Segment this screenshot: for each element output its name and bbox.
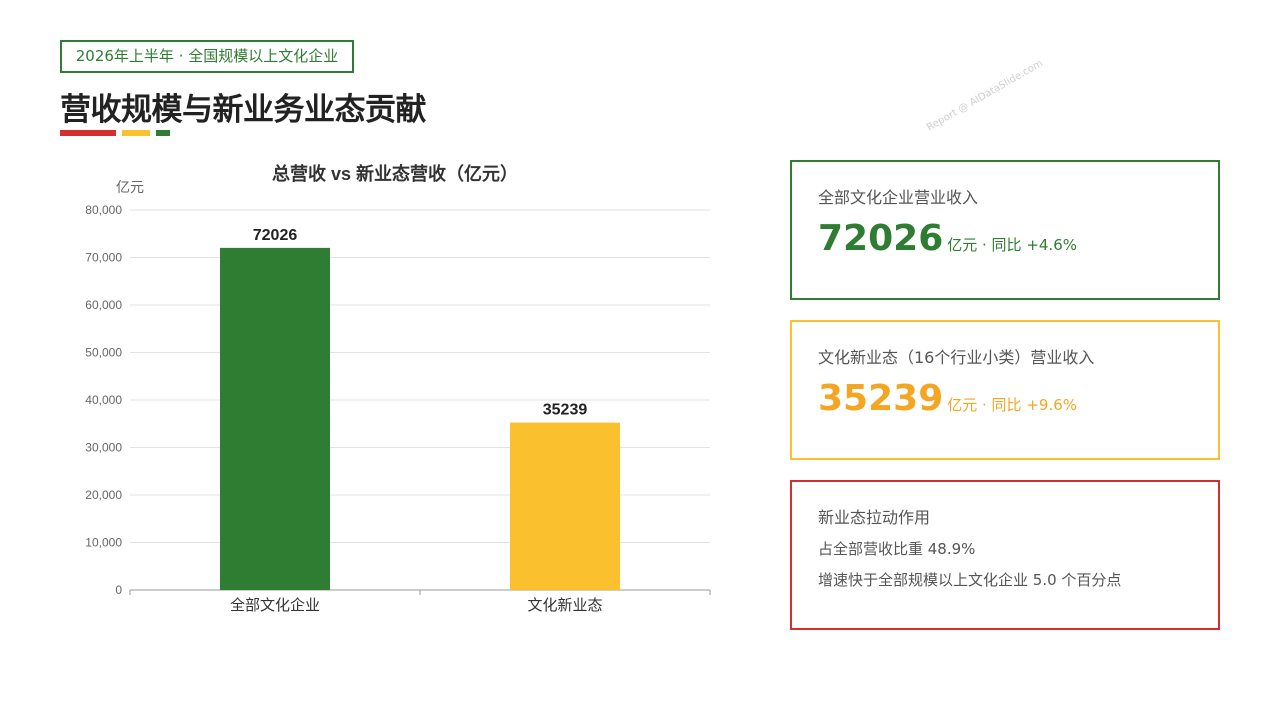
total-revenue-card: 全部文化企业营业收入 72026 亿元 · 同比 +4.6% <box>790 160 1220 300</box>
total-revenue-value: 72026 <box>818 218 944 259</box>
new-format-revenue-unit: 亿元 · 同比 +9.6% <box>947 396 1077 414</box>
new-format-revenue-value: 35239 <box>818 378 944 419</box>
period-tag: 2026年上半年 · 全国规模以上文化企业 <box>60 40 354 73</box>
accent-bar-yellow <box>122 130 150 136</box>
y-tick-label: 50,000 <box>85 346 122 360</box>
chart-title: 总营收 vs 新业态营收（亿元） <box>272 163 518 184</box>
total-revenue-unit: 亿元 · 同比 +4.6% <box>947 236 1077 254</box>
y-tick-label: 20,000 <box>85 488 122 502</box>
impact-label: 新业态拉动作用 <box>818 508 931 527</box>
total-revenue-label: 全部文化企业营业收入 <box>818 188 979 207</box>
impact-share-line: 占全部营收比重 48.9% <box>818 540 976 558</box>
new-format-revenue-card: 文化新业态（16个行业小类）营业收入 35239 亿元 · 同比 +9.6% <box>790 320 1220 460</box>
y-tick-label: 60,000 <box>85 298 122 312</box>
y-tick-label: 40,000 <box>85 393 122 407</box>
data-label: 72026 <box>253 227 298 244</box>
impact-growth-line: 增速快于全部规模以上文化企业 5.0 个百分点 <box>818 571 1122 589</box>
x-tick-label: 全部文化企业 <box>230 596 320 614</box>
bar-2 <box>510 422 620 590</box>
bar-1 <box>220 247 330 590</box>
y-tick-label: 80,000 <box>85 203 122 217</box>
x-tick-label: 文化新业态 <box>527 597 602 614</box>
revenue-bar-chart: 总营收 vs 新业态营收（亿元） 亿元 0 10,000 20,000 30,000 40,… <box>85 163 711 614</box>
y-axis-label: 亿元 <box>116 179 144 195</box>
data-label: 35239 <box>543 402 588 419</box>
y-tick-label: 70,000 <box>85 251 122 265</box>
impact-card: 新业态拉动作用 占全部营收比重 48.9% 增速快于全部规模以上文化企业 5.0… <box>790 480 1220 630</box>
y-tick-label: 0 <box>115 583 122 597</box>
y-tick-label: 10,000 <box>85 536 122 550</box>
accent-bar-green <box>156 130 170 136</box>
watermark: Report @ AIDataSlide.com <box>925 57 1045 134</box>
y-tick-label: 30,000 <box>85 441 122 455</box>
new-format-revenue-label: 文化新业态（16个行业小类）营业收入 <box>818 348 1095 367</box>
page-title: 营收规模与新业务业态贡献 <box>60 92 427 128</box>
accent-bar-red <box>60 130 116 136</box>
